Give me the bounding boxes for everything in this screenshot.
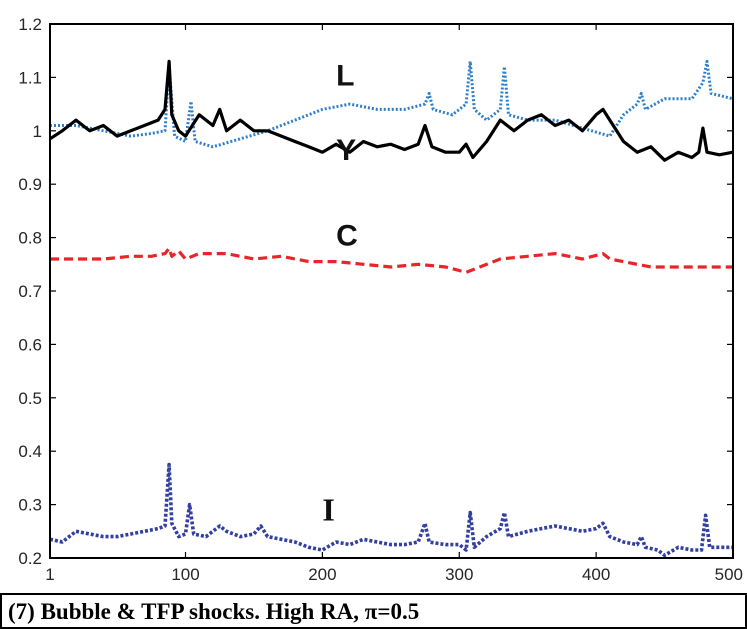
axes-layer: 0.2 0.3 0.4 0.5 0.6 0.7 0.8 0.9 1 1.1 1.2 1 100 200 30…	[18, 15, 743, 584]
series-label-l: L	[336, 59, 354, 92]
figure-caption: (7) Bubble & TFP shocks. High RA, π=0.5	[8, 599, 419, 624]
y-tick-label: 0.4	[18, 442, 42, 461]
x-tick-label: 1	[45, 565, 54, 584]
y-tick-label: 0.8	[18, 229, 42, 248]
y-tick-label: 0.2	[18, 549, 42, 568]
x-tick-label: 500	[715, 565, 743, 584]
y-tick-label: 0.3	[18, 496, 42, 515]
series-line-c	[50, 246, 733, 274]
y-tick-label: 1.1	[18, 68, 42, 87]
series-label-i: I	[322, 492, 334, 528]
y-tick-label: 0.9	[18, 175, 42, 194]
x-tick-label: 300	[445, 565, 473, 584]
y-tick-label: 0.7	[18, 282, 42, 301]
y-tick-label: 1	[33, 122, 42, 141]
caption-box	[0, 593, 747, 629]
series-line-y	[49, 59, 734, 162]
x-tick-label: 200	[308, 565, 336, 584]
series-line-l	[50, 59, 734, 149]
y-tick-label: 0.5	[18, 389, 42, 408]
x-tick-label: 100	[171, 565, 199, 584]
series-label-c: C	[336, 220, 358, 253]
y-tick-label: 0.6	[18, 335, 42, 354]
y-tick-label: 1.2	[18, 15, 42, 34]
series-label-y: Y	[336, 134, 356, 167]
x-tick-label: 400	[582, 565, 610, 584]
series-line-i	[49, 462, 733, 558]
series-layer	[49, 59, 734, 558]
series-labels: L Y C I	[322, 59, 357, 527]
